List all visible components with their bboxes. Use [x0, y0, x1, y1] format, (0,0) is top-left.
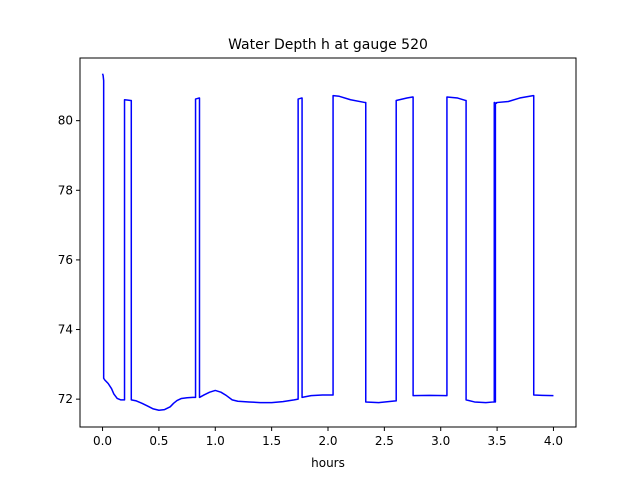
series-line-0: [101, 73, 554, 412]
y-axis: 72 74 76 78 80: [58, 114, 80, 406]
y-tick-label: 74: [58, 323, 73, 337]
x-tick-label: 3.5: [488, 434, 507, 448]
chart-title: Water Depth h at gauge 520: [228, 37, 428, 53]
plot-frame: [79, 57, 577, 428]
x-tick-label: 1.5: [262, 434, 281, 448]
x-axis-label: hours: [311, 456, 345, 470]
x-tick-label: 3.0: [431, 434, 450, 448]
plot-area: [80, 58, 576, 427]
x-tick-label: 0.0: [93, 434, 112, 448]
x-tick-label: 2.0: [318, 434, 337, 448]
y-tick-label: 80: [58, 114, 73, 128]
series-layer: [101, 73, 554, 412]
x-axis: 0.0 0.5 1.0 1.5 2.0 2.5 3.0 3.5 4.0: [93, 427, 563, 448]
x-tick-label: 1.0: [206, 434, 225, 448]
y-tick-label: 76: [58, 253, 73, 267]
x-tick-label: 2.5: [375, 434, 394, 448]
y-tick-label: 72: [58, 392, 73, 406]
x-tick-label: 0.5: [149, 434, 168, 448]
y-tick-label: 78: [58, 183, 73, 197]
x-tick-label: 4.0: [544, 434, 563, 448]
